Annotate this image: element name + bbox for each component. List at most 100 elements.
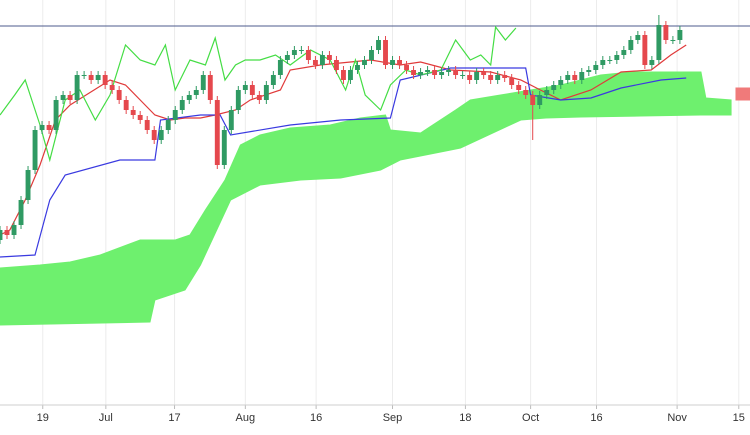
candle-body — [284, 55, 290, 60]
candle-body — [25, 170, 31, 200]
candle-body — [642, 35, 648, 65]
candle-body — [60, 95, 66, 100]
candle-body — [453, 70, 459, 75]
candle-body — [537, 95, 543, 105]
candle-body — [179, 100, 185, 110]
candle-body — [277, 60, 283, 75]
x-tick-label: Oct — [522, 412, 539, 424]
candle-body — [523, 90, 529, 95]
candle-body — [635, 35, 641, 40]
candle-body — [341, 70, 346, 80]
indicator-line — [0, 25, 517, 163]
candle-body — [144, 120, 150, 130]
candle-body — [0, 230, 3, 240]
candle-body — [558, 80, 564, 85]
x-tick-label: 16 — [310, 412, 322, 424]
candle-body — [355, 65, 360, 70]
candle-body — [376, 40, 381, 50]
candle-body — [326, 55, 332, 60]
candle-body — [677, 30, 683, 40]
candle-body — [235, 90, 241, 110]
candle-body — [551, 85, 557, 90]
candle-body — [319, 55, 325, 65]
candle-body — [474, 72, 480, 80]
x-tick-label: 15 — [733, 412, 745, 424]
candle-body — [607, 60, 613, 61]
candle-body — [74, 75, 80, 100]
x-tick-label: 17 — [168, 412, 180, 424]
candle-body — [11, 225, 17, 235]
x-tick-label: 19 — [37, 412, 49, 424]
candle-body — [663, 25, 669, 40]
candle-body — [158, 130, 164, 140]
candle-body — [53, 100, 59, 130]
candle-body — [621, 50, 627, 55]
candle-body — [460, 75, 466, 76]
candle-body — [411, 70, 417, 75]
candle-body — [649, 60, 655, 65]
x-tick-label: Sep — [383, 412, 403, 424]
candle-body — [348, 70, 353, 80]
candle-body — [516, 85, 522, 90]
candle-body — [593, 65, 599, 70]
candle-body — [46, 125, 52, 130]
x-tick-label: 18 — [459, 412, 471, 424]
candle-body — [228, 110, 234, 130]
candle-body — [432, 70, 438, 75]
candle-body — [214, 100, 220, 165]
candle-body — [572, 75, 578, 80]
candle-body — [256, 95, 262, 100]
candle-body — [39, 125, 45, 130]
candle-body — [249, 85, 255, 95]
candle-body — [481, 72, 487, 75]
candle-body — [291, 50, 297, 55]
candle-body — [446, 70, 452, 72]
candle-body — [544, 90, 550, 95]
candle-body — [670, 40, 676, 41]
candle-body — [4, 230, 10, 235]
candle-body — [502, 75, 508, 78]
candle-body — [242, 85, 248, 90]
candle-body — [151, 130, 157, 140]
candle-body — [390, 60, 395, 65]
candle-body — [109, 85, 115, 90]
candle-body — [298, 50, 304, 51]
candle-body — [18, 200, 24, 225]
candle-body — [221, 130, 227, 165]
candle-body — [530, 95, 536, 105]
candle-body — [383, 40, 388, 65]
candle-body — [305, 50, 311, 60]
candle-body — [488, 75, 494, 80]
candle-body — [130, 110, 136, 115]
candle-body — [137, 115, 143, 120]
cloud — [0, 71, 732, 326]
x-tick-label: 16 — [590, 412, 602, 424]
candle-body — [397, 60, 402, 65]
candle-body — [467, 75, 473, 80]
candle-body — [586, 70, 592, 72]
candle-body — [200, 75, 206, 90]
candle-body — [614, 55, 620, 60]
candle-body — [116, 90, 122, 100]
candle-body — [207, 75, 213, 100]
candle-body — [369, 50, 374, 60]
candle-body — [95, 75, 101, 80]
candle-body — [439, 72, 445, 75]
candle-body — [579, 72, 585, 80]
candle-body — [333, 60, 339, 70]
candle-body — [628, 40, 634, 50]
candle-body — [600, 60, 606, 65]
candle-body — [362, 60, 367, 65]
candle-body — [165, 120, 171, 130]
candle-body — [418, 72, 424, 75]
candle-body — [656, 25, 662, 60]
candle-body — [193, 90, 199, 95]
candle-body — [565, 75, 571, 80]
candle-body — [509, 78, 515, 85]
candle-body — [263, 85, 269, 100]
indicator-line — [0, 67, 687, 258]
candle-body — [102, 75, 108, 85]
